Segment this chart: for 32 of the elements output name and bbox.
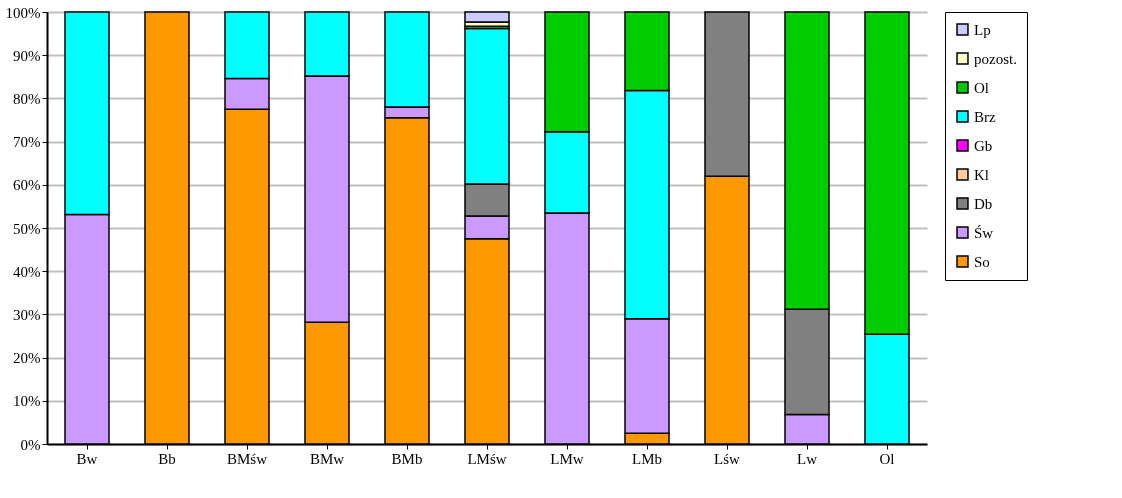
y-tick-label: 10%	[13, 393, 41, 410]
legend-label: Brz	[974, 108, 996, 125]
y-tick-label: 30%	[13, 306, 41, 323]
x-tick-label: BMb	[391, 450, 423, 467]
legend-label: Ol	[974, 79, 989, 96]
y-tick-label: 20%	[13, 350, 41, 367]
x-tick-label: Bw	[76, 450, 98, 467]
y-tick-label: 60%	[13, 177, 41, 194]
x-tick-label: BMśw	[226, 450, 268, 467]
bar	[464, 11, 510, 23]
x-tick-label: Lśw	[714, 450, 741, 467]
legend-label: Św	[974, 224, 994, 241]
x-tick-label: LMw	[550, 450, 584, 467]
y-tick-label: 0%	[20, 436, 41, 453]
legend-label: Kl	[974, 166, 989, 183]
x-tick-label: Ol	[879, 450, 895, 467]
legend-label: pozost.	[974, 50, 1017, 67]
y-tick-label: 90%	[13, 47, 41, 64]
y-tick-label: 50%	[13, 220, 41, 237]
x-tick-label: LMśw	[467, 450, 507, 467]
x-tick-label: BMw	[309, 450, 345, 467]
legend-label: So	[974, 253, 990, 270]
legend-label: Gb	[974, 137, 993, 154]
x-tick-label: Lw	[797, 450, 818, 467]
y-tick-label: 40%	[13, 263, 41, 280]
legend-label: Db	[974, 195, 993, 212]
legend-label: Lp	[974, 21, 991, 38]
y-tick-label: 100%	[5, 4, 41, 21]
y-tick-label: 70%	[13, 134, 41, 151]
x-tick-label: Bb	[158, 450, 176, 467]
y-tick-label: 80%	[13, 90, 41, 107]
x-tick-label: LMb	[632, 450, 662, 467]
